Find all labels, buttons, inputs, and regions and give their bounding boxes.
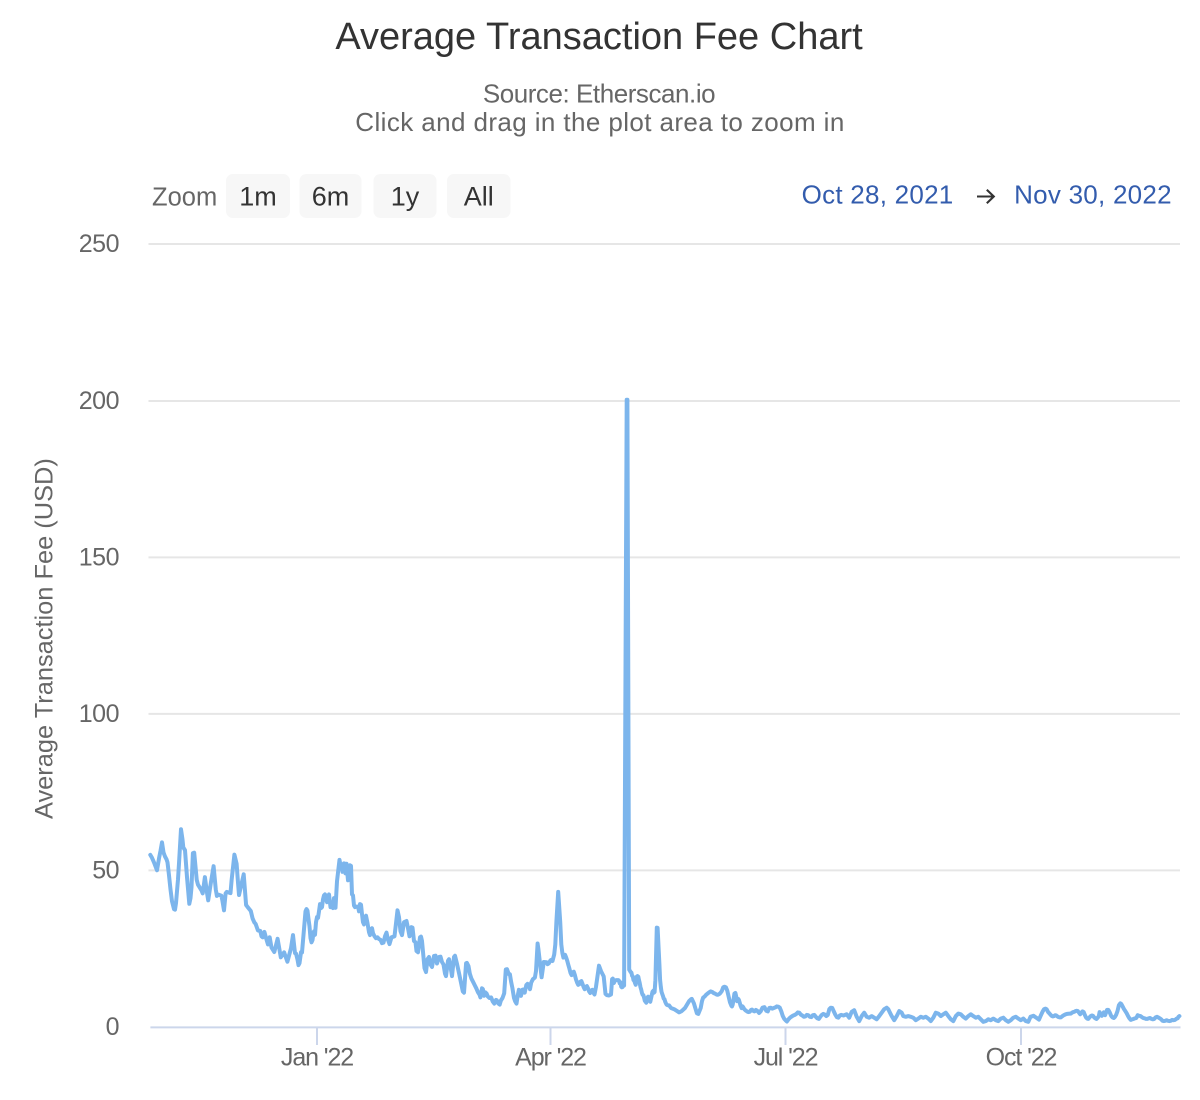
svg-text:Average Transaction Fee Chart: Average Transaction Fee Chart: [335, 16, 863, 58]
svg-text:50: 50: [92, 856, 119, 884]
svg-text:Jan '22: Jan '22: [281, 1044, 353, 1072]
svg-text:100: 100: [79, 700, 119, 728]
svg-text:200: 200: [79, 387, 119, 415]
svg-text:1y: 1y: [391, 182, 420, 212]
svg-text:1m: 1m: [239, 182, 277, 212]
svg-text:Oct 28, 2021: Oct 28, 2021: [802, 180, 954, 210]
svg-text:6m: 6m: [312, 182, 350, 212]
svg-text:All: All: [464, 182, 494, 212]
svg-text:0: 0: [106, 1013, 119, 1041]
svg-text:Nov 30, 2022: Nov 30, 2022: [1014, 180, 1172, 210]
svg-text:Apr '22: Apr '22: [515, 1044, 586, 1072]
svg-text:Oct '22: Oct '22: [986, 1044, 1057, 1072]
svg-text:Average Transaction Fee (USD): Average Transaction Fee (USD): [31, 458, 59, 819]
svg-text:Click and drag in the plot are: Click and drag in the plot area to zoom …: [355, 107, 844, 137]
svg-text:150: 150: [79, 543, 119, 571]
svg-text:Zoom: Zoom: [152, 184, 217, 212]
svg-text:250: 250: [79, 230, 119, 258]
svg-text:Source: Etherscan.io: Source: Etherscan.io: [483, 79, 715, 109]
svg-text:Jul '22: Jul '22: [754, 1044, 818, 1072]
